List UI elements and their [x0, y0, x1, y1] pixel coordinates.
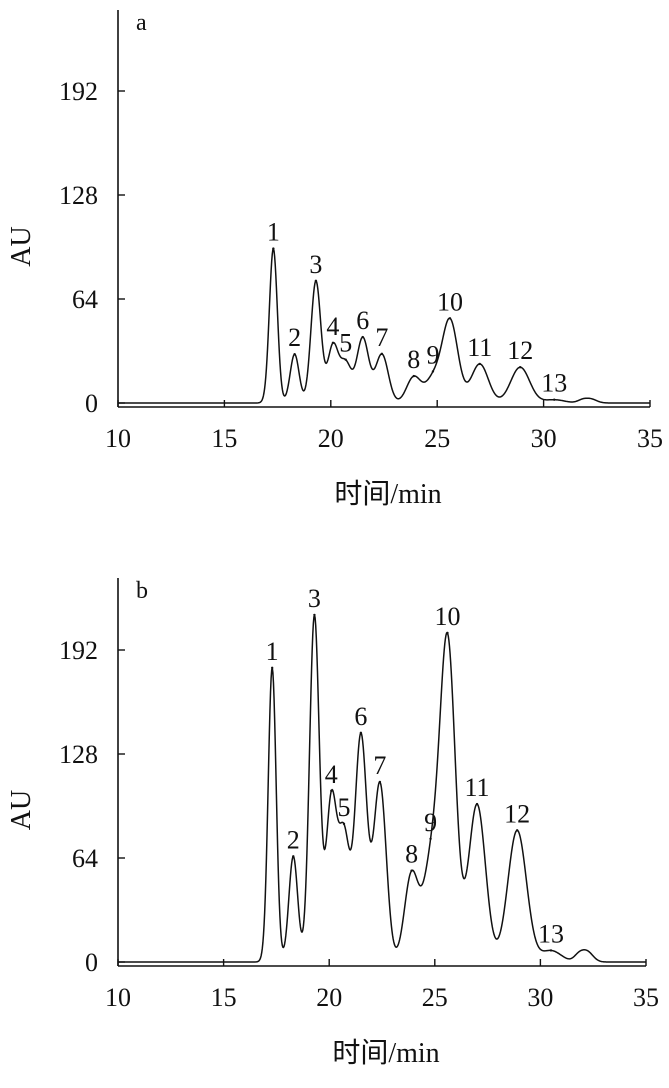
- y-tick-label: 64: [72, 844, 98, 873]
- peak-apex-2: [293, 353, 296, 356]
- peak-apex-11: [475, 802, 479, 806]
- peak-apex-6: [359, 731, 363, 735]
- peak-label-12: 12: [507, 336, 533, 365]
- peak-label-2: 2: [287, 825, 300, 854]
- peak-label-13: 13: [538, 919, 564, 948]
- peak-label-4: 4: [326, 312, 339, 341]
- chromatogram-trace: [117, 614, 647, 963]
- panel-tag: a: [136, 10, 147, 36]
- x-tick-label: 10: [105, 983, 131, 1012]
- peak-apex-1: [272, 247, 275, 250]
- peak-apex-9: [429, 837, 432, 840]
- peak-label-10: 10: [434, 602, 460, 631]
- y-tick-label: 0: [85, 948, 98, 977]
- peak-apex-9: [431, 370, 435, 373]
- peak-label-5: 5: [339, 329, 352, 358]
- peak-apex-4: [330, 789, 333, 793]
- y-tick-label: 0: [85, 389, 98, 418]
- x-tick-label: 15: [211, 983, 237, 1012]
- peak-label-8: 8: [407, 345, 420, 374]
- x-tick-label: 20: [316, 983, 342, 1012]
- peak-label-6: 6: [354, 702, 367, 731]
- peak-apex-2: [292, 855, 295, 858]
- y-axis-label: AU: [6, 790, 37, 830]
- x-axis-label: 时间/min: [332, 1037, 439, 1069]
- peak-label-3: 3: [308, 584, 321, 613]
- y-axis-label: AU: [6, 226, 37, 266]
- y-tick-label: 128: [59, 181, 98, 210]
- x-tick-label: 25: [424, 424, 450, 453]
- peak-label-9: 9: [424, 808, 437, 837]
- x-tick-label: 35: [637, 424, 663, 453]
- peak-label-1: 1: [266, 637, 279, 666]
- peak-apex-3: [313, 613, 316, 617]
- peak-apex-6: [361, 335, 364, 339]
- panel-tag: b: [136, 578, 148, 604]
- peak-label-9: 9: [426, 340, 439, 369]
- peak-apex-5: [344, 358, 347, 361]
- peak-label-5: 5: [337, 793, 350, 822]
- peak-label-7: 7: [375, 323, 388, 352]
- peak-apex-12: [518, 366, 522, 369]
- peak-label-8: 8: [405, 840, 418, 869]
- x-tick-label: 30: [527, 983, 553, 1012]
- peak-apex-8: [412, 374, 415, 378]
- peak-label-3: 3: [309, 250, 322, 279]
- x-axis-label: 时间/min: [334, 478, 441, 510]
- peak-label-2: 2: [288, 323, 301, 352]
- x-tick-label: 15: [211, 424, 237, 453]
- x-tick-label: 10: [105, 424, 131, 453]
- peak-apex-5: [342, 822, 346, 826]
- peak-apex-12: [515, 829, 519, 832]
- peak-label-11: 11: [467, 333, 492, 362]
- y-tick-label: 192: [59, 636, 98, 665]
- peak-apex-13: [549, 949, 553, 952]
- peak-apex-8: [410, 869, 413, 872]
- y-tick-label: 64: [72, 285, 98, 314]
- peak-label-4: 4: [325, 760, 338, 789]
- peak-apex-3: [314, 279, 318, 282]
- y-tick-label: 128: [59, 740, 98, 769]
- x-tick-label: 30: [531, 424, 557, 453]
- peak-apex-1: [270, 666, 274, 670]
- peak-label-10: 10: [437, 287, 463, 316]
- peak-apex-7: [378, 780, 382, 784]
- y-tick-label: 192: [59, 77, 98, 106]
- x-tick-label: 20: [318, 424, 344, 453]
- peak-apex-4: [331, 341, 335, 345]
- peak-label-12: 12: [504, 799, 530, 828]
- peak-label-1: 1: [267, 218, 280, 247]
- peak-apex-10: [448, 317, 452, 320]
- peak-label-11: 11: [465, 773, 490, 802]
- peak-label-7: 7: [373, 751, 386, 780]
- peak-apex-13: [553, 398, 556, 401]
- peak-apex-7: [380, 352, 384, 356]
- x-tick-label: 35: [633, 983, 659, 1012]
- peak-label-13: 13: [541, 369, 567, 398]
- peak-apex-11: [478, 362, 481, 366]
- peak-apex-10: [446, 631, 449, 635]
- peak-label-6: 6: [356, 306, 369, 335]
- x-tick-label: 25: [422, 983, 448, 1012]
- chromatogram-trace: [117, 247, 651, 404]
